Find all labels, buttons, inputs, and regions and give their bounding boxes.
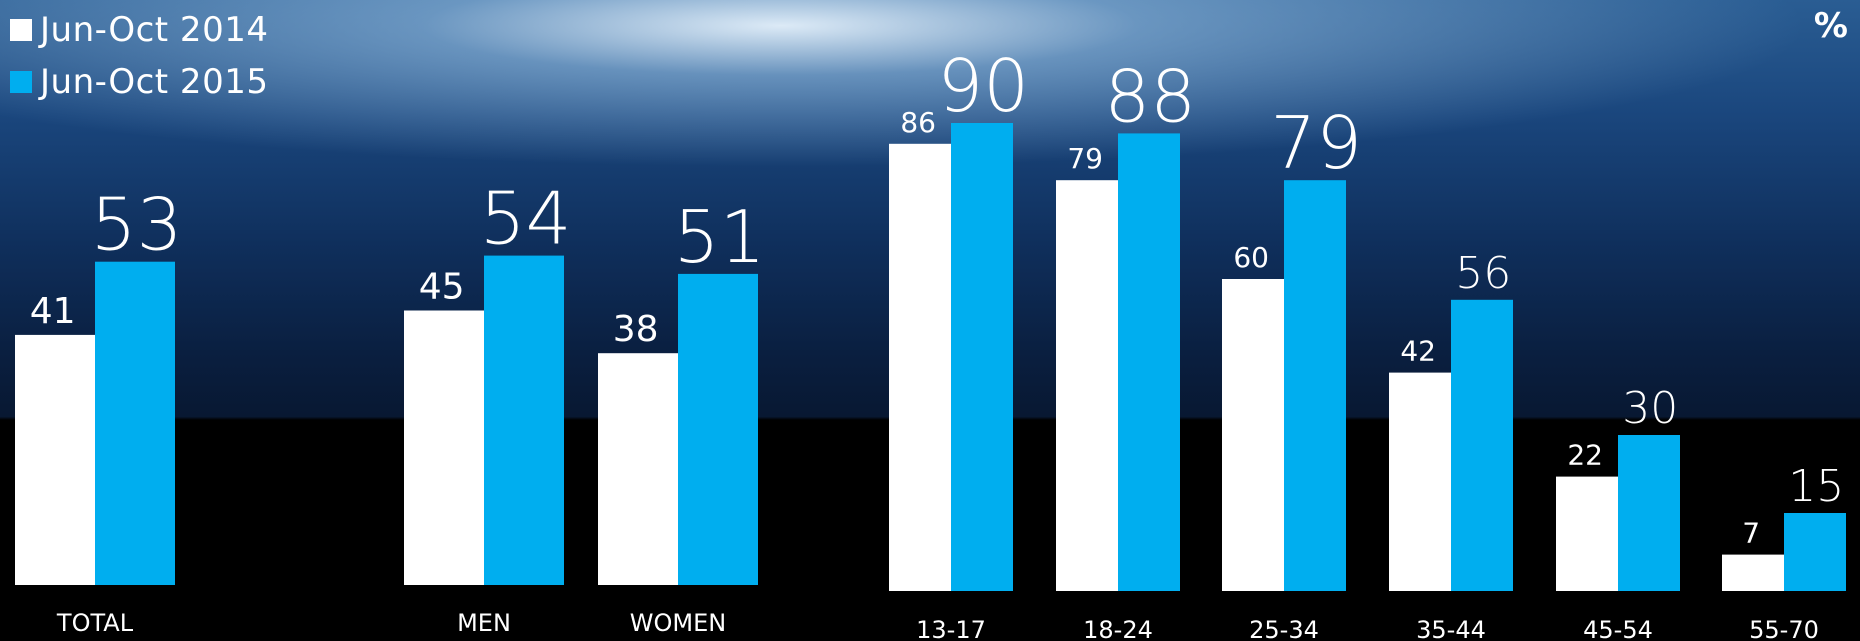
data-label-2014-18-24: 79 <box>1067 142 1103 175</box>
bar-2014-13-17 <box>889 143 951 592</box>
data-label-2015-55-70: 15 <box>1788 461 1844 512</box>
bar-2015-total <box>95 261 175 585</box>
data-label-2015-18-24: 88 <box>1104 54 1196 138</box>
legend-label-2015: Jun-Oct 2015 <box>40 62 269 102</box>
bar-2014-18-24 <box>1056 180 1118 591</box>
data-label-2014-25-34: 60 <box>1233 241 1269 274</box>
data-label-2014-13-17: 86 <box>900 106 936 139</box>
legend-item-2015: Jun-Oct 2015 <box>10 56 268 108</box>
bar-2014-25-34 <box>1222 279 1284 591</box>
bar-2015-13-17 <box>951 123 1013 591</box>
data-label-2014-women: 38 <box>613 309 659 350</box>
unit-label: % <box>1813 6 1848 46</box>
tick-label-women: WOMEN <box>630 609 726 637</box>
bar-2015-35-44 <box>1451 299 1513 591</box>
tick-label-35-44: 35-44 <box>1416 616 1486 641</box>
bar-2014-35-44 <box>1389 372 1451 591</box>
bar-2014-men <box>404 310 484 585</box>
bar-2015-18-24 <box>1118 133 1180 591</box>
tick-label-13-17: 13-17 <box>916 616 986 641</box>
legend-item-2014: Jun-Oct 2014 <box>10 4 268 56</box>
bar-2014-55-70 <box>1722 554 1784 591</box>
data-label-2014-35-44: 42 <box>1400 335 1436 368</box>
tick-label-total: TOTAL <box>56 609 134 637</box>
data-label-2015-45-54: 30 <box>1622 383 1678 434</box>
tick-label-25-34: 25-34 <box>1249 616 1319 641</box>
bar-2014-45-54 <box>1556 476 1618 591</box>
tick-label-55-70: 55-70 <box>1749 616 1819 641</box>
data-label-2015-35-44: 56 <box>1455 248 1511 299</box>
data-label-2015-men: 54 <box>480 177 572 261</box>
data-label-2014-45-54: 22 <box>1567 439 1603 472</box>
data-label-2014-55-70: 7 <box>1742 517 1760 550</box>
tick-label-18-24: 18-24 <box>1083 616 1153 641</box>
bar-2015-55-70 <box>1784 513 1846 591</box>
legend-label-2014: Jun-Oct 2014 <box>40 10 269 50</box>
data-label-2014-total: 41 <box>30 291 76 332</box>
legend: Jun-Oct 2014 Jun-Oct 2015 <box>10 4 268 108</box>
bar-2015-45-54 <box>1618 435 1680 591</box>
tick-label-men: MEN <box>457 609 511 637</box>
data-label-2015-13-17: 90 <box>937 44 1029 128</box>
data-label-2014-men: 45 <box>419 267 465 308</box>
data-label-2015-25-34: 79 <box>1270 101 1362 185</box>
legend-swatch-2015 <box>10 71 32 93</box>
data-label-2015-women: 51 <box>674 195 766 279</box>
legend-swatch-2014 <box>10 19 32 41</box>
data-label-2015-total: 53 <box>91 183 183 267</box>
bar-2015-men <box>484 255 564 585</box>
tick-label-45-54: 45-54 <box>1583 616 1653 641</box>
bar-2015-25-34 <box>1284 180 1346 591</box>
bar-2014-total <box>15 334 95 585</box>
bar-2014-women <box>598 353 678 585</box>
bar-2015-women <box>678 273 758 585</box>
